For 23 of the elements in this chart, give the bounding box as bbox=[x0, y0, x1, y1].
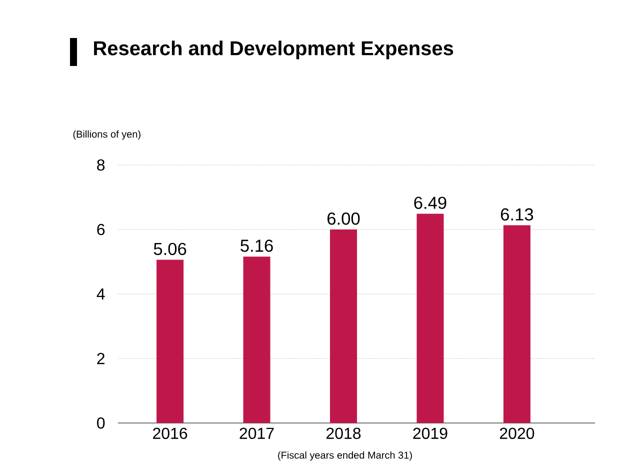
data-label: 5.16 bbox=[240, 240, 273, 252]
y-tick-label: 8 bbox=[97, 159, 105, 171]
bar bbox=[330, 229, 357, 423]
data-label: 6.49 bbox=[414, 196, 446, 209]
y-tick-label: 6 bbox=[97, 224, 105, 236]
y-tick-label: 4 bbox=[96, 288, 105, 300]
x-tick-label: 2016 bbox=[153, 428, 188, 440]
x-tick-label: 2017 bbox=[240, 428, 274, 440]
x-tick-label: 2018 bbox=[326, 428, 361, 440]
x-axis-title: (Fiscal years ended March 31) bbox=[278, 451, 412, 461]
bar bbox=[416, 214, 444, 423]
y-tick-label: 0 bbox=[97, 417, 105, 429]
y-axis-title: (Billions of yen) bbox=[73, 130, 140, 140]
data-label: 6.13 bbox=[500, 208, 534, 221]
bar bbox=[503, 225, 530, 423]
x-tick-label: 2020 bbox=[500, 428, 534, 440]
chart-title: Research and Development Expenses bbox=[94, 40, 454, 60]
bar bbox=[243, 256, 270, 423]
data-label: 6.00 bbox=[328, 212, 360, 225]
y-tick-label: 2 bbox=[97, 352, 104, 364]
bar bbox=[156, 260, 184, 423]
x-tick-label: 2019 bbox=[413, 428, 448, 440]
data-label: 5.06 bbox=[154, 242, 186, 256]
